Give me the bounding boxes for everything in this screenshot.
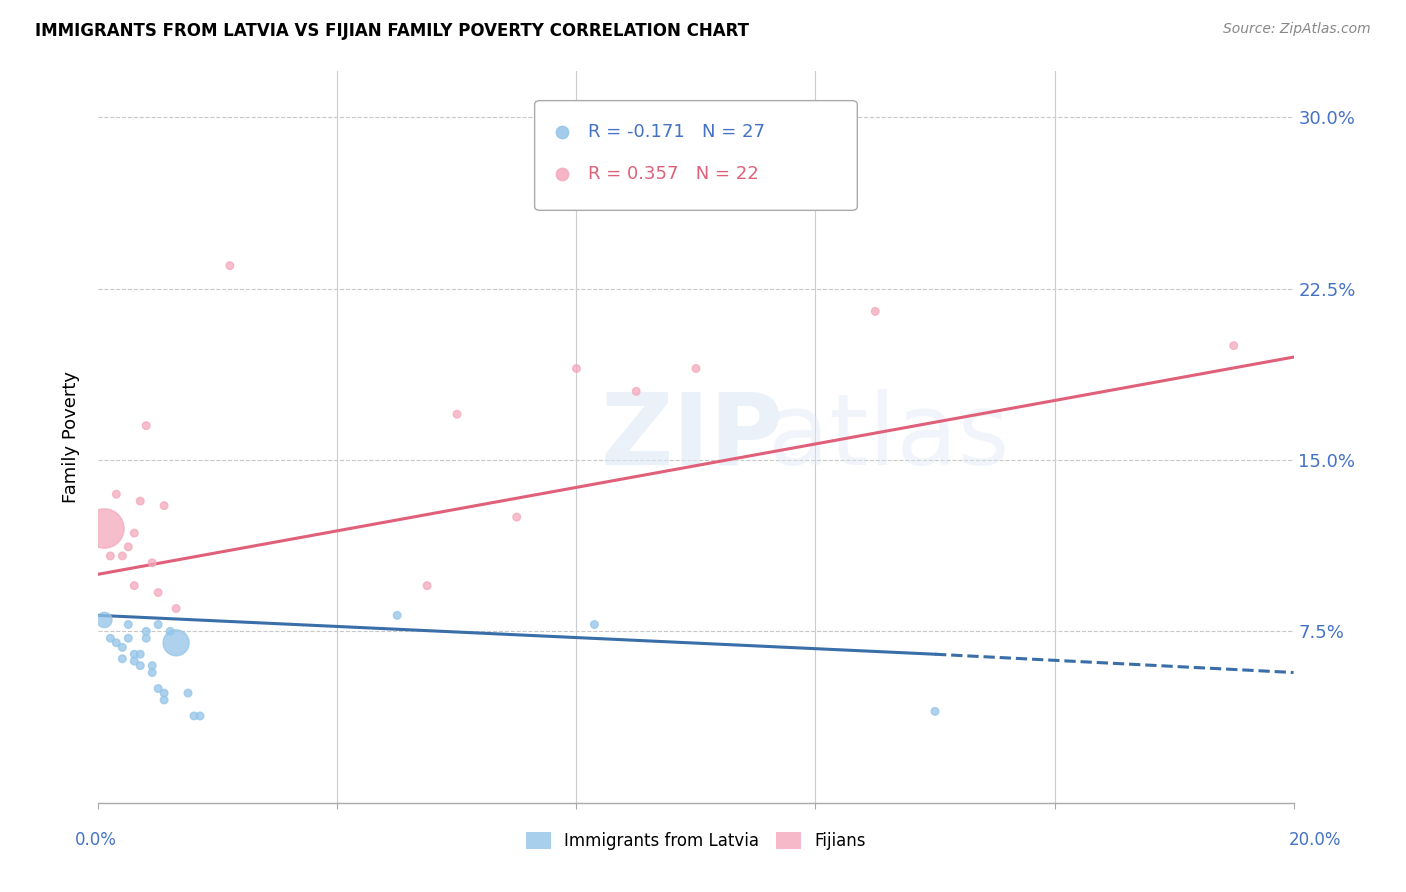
Point	[148, 585, 170, 599]
Point	[93, 521, 115, 535]
Point	[565, 361, 588, 376]
Point	[124, 526, 146, 541]
Point	[111, 640, 134, 655]
Point	[124, 579, 146, 593]
Point	[385, 608, 409, 623]
Point	[135, 418, 157, 433]
Point	[129, 494, 152, 508]
Point	[135, 632, 157, 646]
Point	[93, 613, 115, 627]
Point	[117, 540, 139, 554]
Point	[153, 686, 176, 700]
Text: R = -0.171   N = 27: R = -0.171 N = 27	[589, 123, 765, 141]
Point	[153, 693, 176, 707]
Legend: Immigrants from Latvia, Fijians: Immigrants from Latvia, Fijians	[519, 825, 873, 856]
Point	[124, 654, 146, 668]
Y-axis label: Family Poverty: Family Poverty	[62, 371, 80, 503]
Point	[141, 658, 163, 673]
Point	[111, 652, 134, 666]
Point	[219, 259, 242, 273]
Point	[685, 361, 707, 376]
Point	[117, 632, 139, 646]
Point	[177, 686, 200, 700]
Point	[188, 709, 211, 723]
Point	[98, 549, 122, 563]
Point	[416, 579, 439, 593]
Text: 0.0%: 0.0%	[75, 831, 117, 849]
Text: ZIP: ZIP	[600, 389, 783, 485]
Point	[135, 624, 157, 639]
Point	[446, 407, 468, 421]
Text: IMMIGRANTS FROM LATVIA VS FIJIAN FAMILY POVERTY CORRELATION CHART: IMMIGRANTS FROM LATVIA VS FIJIAN FAMILY …	[35, 22, 749, 40]
Point	[129, 647, 152, 661]
Point	[148, 617, 170, 632]
Point	[924, 705, 946, 719]
Point	[141, 665, 163, 680]
Point	[105, 636, 128, 650]
Point	[141, 556, 163, 570]
Point	[183, 709, 205, 723]
Point	[626, 384, 648, 399]
Point	[165, 636, 187, 650]
Point	[129, 658, 152, 673]
Text: atlas: atlas	[768, 389, 1010, 485]
Point	[124, 647, 146, 661]
Point	[1223, 338, 1246, 352]
Text: Source: ZipAtlas.com: Source: ZipAtlas.com	[1223, 22, 1371, 37]
Point	[111, 549, 134, 563]
Point	[117, 617, 139, 632]
Point	[865, 304, 887, 318]
Point	[148, 681, 170, 696]
Point	[98, 632, 122, 646]
Point	[583, 617, 606, 632]
FancyBboxPatch shape	[534, 101, 858, 211]
Point	[165, 601, 187, 615]
Point	[105, 487, 128, 501]
Point	[159, 624, 181, 639]
Text: 20.0%: 20.0%	[1288, 831, 1341, 849]
Point	[506, 510, 529, 524]
Text: R = 0.357   N = 22: R = 0.357 N = 22	[589, 165, 759, 183]
Point	[153, 499, 176, 513]
